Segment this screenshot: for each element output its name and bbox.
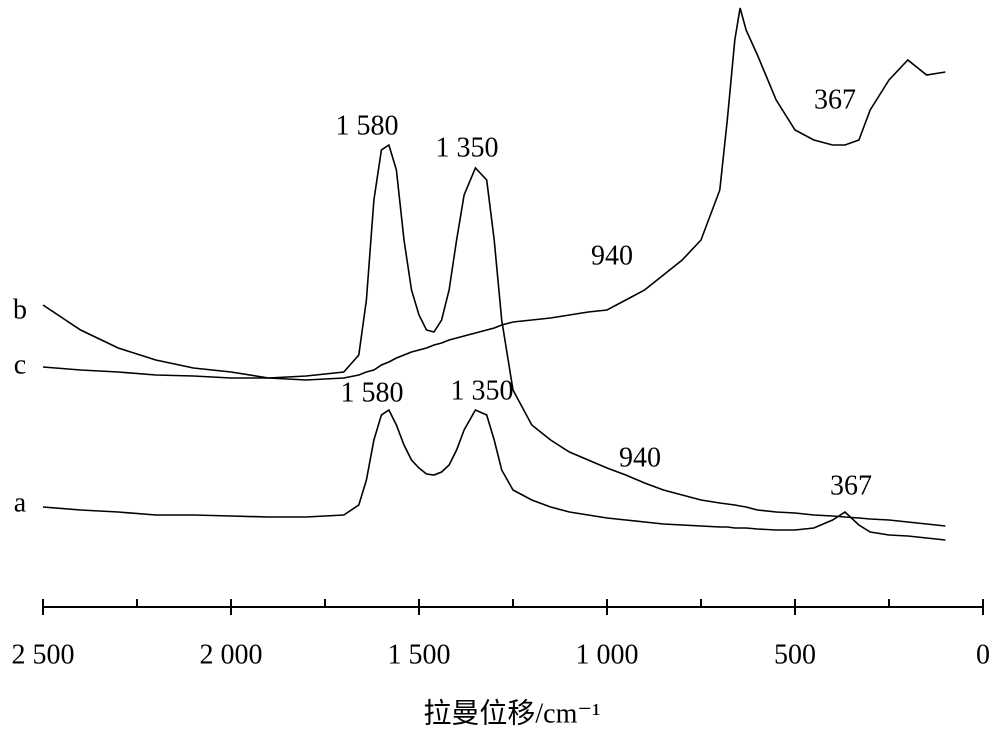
x-tick-label: 2 500 <box>12 639 75 670</box>
annotation: 1 350 <box>451 375 514 406</box>
series-label: a <box>14 487 27 518</box>
annotation: 1 580 <box>341 377 404 408</box>
annotation: 1 350 <box>436 132 499 163</box>
annotation: 940 <box>619 442 661 473</box>
annotation: 367 <box>814 84 856 115</box>
x-tick-label: 0 <box>976 639 990 670</box>
annotation: 367 <box>830 470 872 501</box>
line-series <box>42 7 946 381</box>
x-axis-label: 拉曼位移/cm⁻¹ <box>423 697 600 729</box>
line-series <box>42 143 946 527</box>
annotation: 940 <box>591 240 633 271</box>
annotation: 1 580 <box>336 110 399 141</box>
x-tick-label: 1 500 <box>388 639 451 670</box>
series-label: c <box>14 349 26 380</box>
x-tick-label: 500 <box>774 639 816 670</box>
x-tick-label: 2 000 <box>200 639 263 670</box>
x-tick-label: 1 000 <box>576 639 639 670</box>
line-series <box>42 408 946 541</box>
series-label: b <box>13 294 27 325</box>
